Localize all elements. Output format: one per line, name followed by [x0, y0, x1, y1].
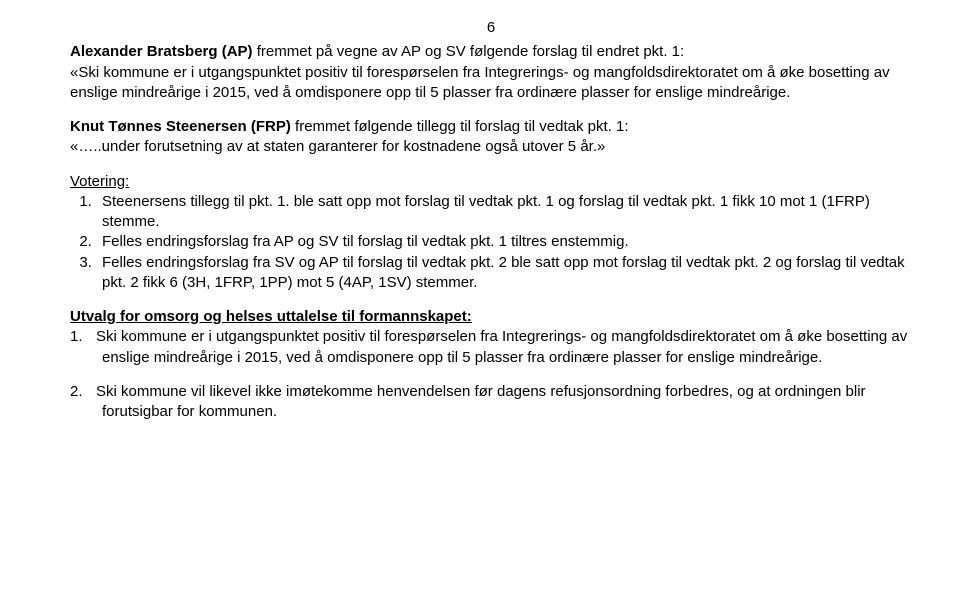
proposal-body-2: «…..under forutsetning av at staten gara…: [70, 138, 605, 155]
proposal-body-1: «Ski kommune er i utgangspunktet positiv…: [70, 64, 890, 101]
proposer-name-1: Alexander Bratsberg (AP): [70, 43, 253, 60]
uttalelse-item-2: 2.Ski kommune vil likevel ikke imøtekomm…: [70, 382, 912, 423]
list-item: Felles endringsforslag fra SV og AP til …: [96, 253, 912, 294]
paragraph-proposal-1: Alexander Bratsberg (AP) fremmet på vegn…: [70, 42, 912, 103]
item-text: Ski kommune vil likevel ikke imøtekomme …: [96, 383, 866, 420]
proposer-rest-1: fremmet på vegne av AP og SV følgende fo…: [253, 43, 685, 60]
list-item: Steenersens tillegg til pkt. 1. ble satt…: [96, 192, 912, 233]
item-number: 1.: [70, 327, 96, 347]
uttalelse-section: Utvalg for omsorg og helses uttalelse ti…: [70, 307, 912, 422]
item-text: Ski kommune er i utgangspunktet positiv …: [96, 328, 907, 365]
votering-list: Steenersens tillegg til pkt. 1. ble satt…: [70, 192, 912, 293]
proposer-rest-2: fremmet følgende tillegg til forslag til…: [291, 118, 629, 135]
page-number: 6: [70, 18, 912, 38]
uttalelse-item-1: 1.Ski kommune er i utgangspunktet positi…: [70, 327, 912, 368]
item-number: 2.: [70, 382, 96, 402]
votering-section: Votering: Steenersens tillegg til pkt. 1…: [70, 172, 912, 294]
votering-header: Votering:: [70, 173, 129, 190]
paragraph-proposal-2: Knut Tønnes Steenersen (FRP) fremmet føl…: [70, 117, 912, 158]
uttalelse-header: Utvalg for omsorg og helses uttalelse ti…: [70, 308, 472, 325]
list-item: Felles endringsforslag fra AP og SV til …: [96, 232, 912, 252]
proposer-name-2: Knut Tønnes Steenersen (FRP): [70, 118, 291, 135]
